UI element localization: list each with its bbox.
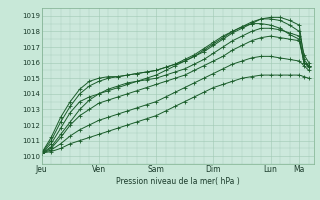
- X-axis label: Pression niveau de la mer( hPa ): Pression niveau de la mer( hPa ): [116, 177, 239, 186]
